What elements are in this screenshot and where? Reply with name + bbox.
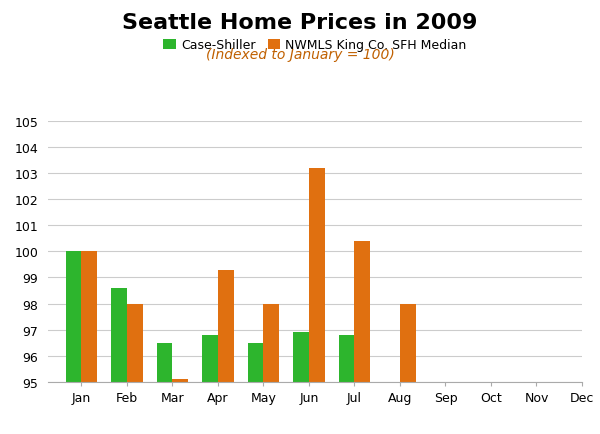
Bar <box>355 241 370 382</box>
Bar <box>218 270 234 382</box>
Bar <box>309 168 325 382</box>
Bar <box>338 335 355 382</box>
Bar <box>65 252 82 382</box>
Legend: Case-Shiller, NWMLS King Co. SFH Median: Case-Shiller, NWMLS King Co. SFH Median <box>158 34 472 57</box>
Bar <box>157 343 172 382</box>
Bar <box>248 343 263 382</box>
Bar <box>172 379 188 382</box>
Bar <box>293 332 309 382</box>
Bar <box>263 304 280 382</box>
Text: Seattle Home Prices in 2009: Seattle Home Prices in 2009 <box>122 13 478 33</box>
Bar <box>111 288 127 382</box>
Bar <box>127 304 143 382</box>
Bar <box>82 252 97 382</box>
Text: (Indexed to January = 100): (Indexed to January = 100) <box>206 48 394 62</box>
Bar <box>400 304 416 382</box>
Bar <box>202 335 218 382</box>
